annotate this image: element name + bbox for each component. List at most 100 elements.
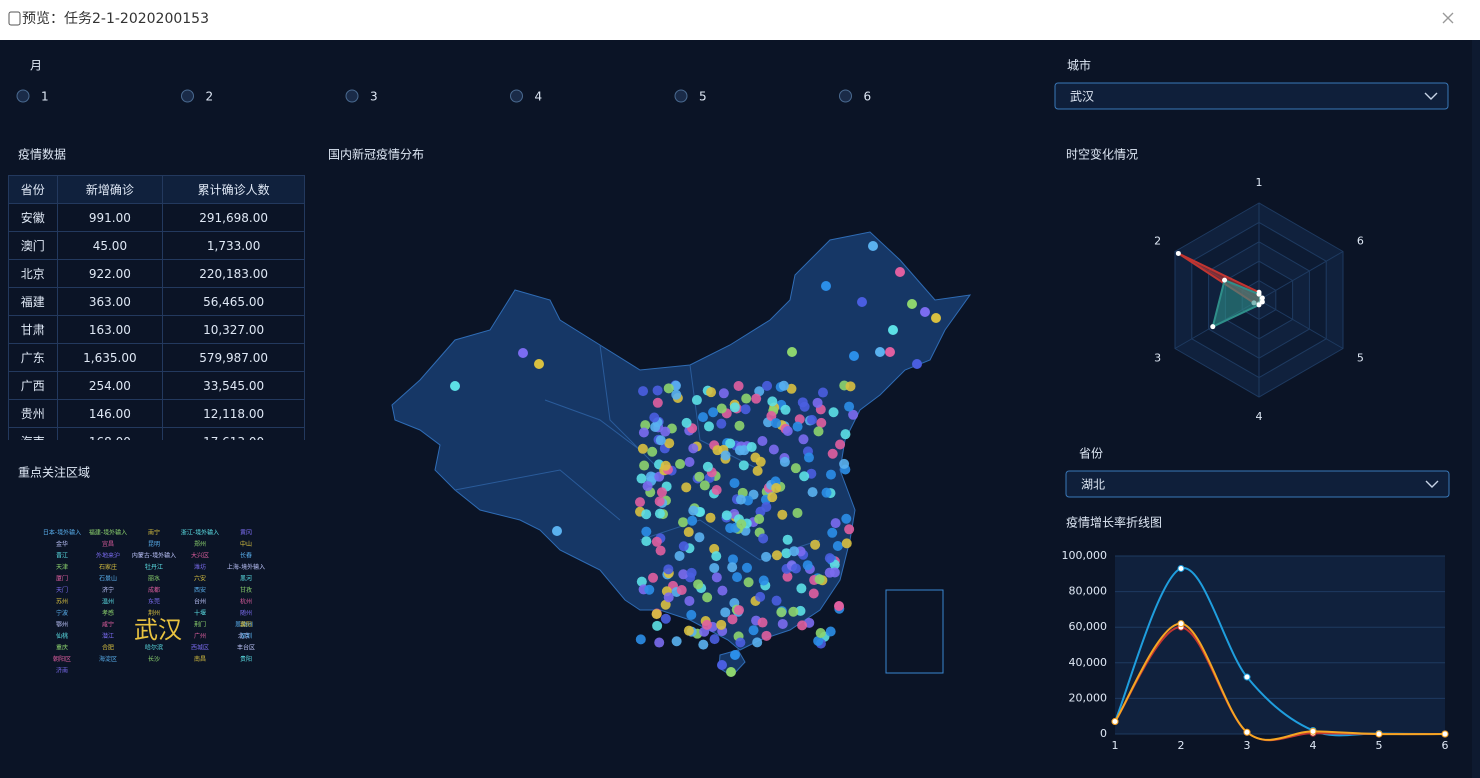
- word: 合肥: [102, 644, 114, 652]
- dropdown-arrow: [1425, 480, 1439, 488]
- map-point: [729, 478, 740, 489]
- map-point: [717, 585, 728, 596]
- table-cell: 北京: [8, 259, 58, 288]
- word: 牡丹江: [145, 563, 163, 571]
- month-radio[interactable]: [345, 89, 359, 103]
- section-title: 月: [30, 59, 42, 73]
- word: 天津: [56, 564, 68, 571]
- map-point: [828, 407, 839, 418]
- table-row: 甘肃 163.00 10,327.00: [8, 315, 305, 344]
- month-radio[interactable]: [181, 89, 194, 103]
- word: 咸宁: [102, 621, 114, 629]
- map-point: [518, 348, 528, 358]
- map-point: [792, 507, 803, 518]
- word: 长沙: [148, 655, 160, 663]
- radar-point: [1259, 295, 1265, 301]
- map-point: [752, 465, 763, 476]
- map-point: [790, 463, 801, 474]
- scrollbar: [1472, 40, 1480, 778]
- word: 石景山: [99, 575, 117, 583]
- map-point: [827, 448, 838, 459]
- line-point: [1177, 620, 1185, 628]
- map-point: [771, 483, 782, 494]
- map-point: [825, 469, 836, 480]
- map-point: [702, 461, 713, 472]
- close-button[interactable]: [1442, 12, 1454, 24]
- map-point: [641, 536, 652, 547]
- map-point: [810, 539, 821, 550]
- word: 大兴区: [191, 552, 209, 560]
- map-point: [766, 410, 777, 421]
- x-tick-label: 6: [1442, 739, 1449, 752]
- map-point: [676, 585, 687, 596]
- month-radio[interactable]: [674, 89, 688, 103]
- map-point: [711, 551, 722, 562]
- month-radio[interactable]: [839, 89, 852, 103]
- dropdown-arrow: [1424, 92, 1438, 100]
- map-point: [748, 625, 759, 636]
- map-point: [799, 401, 810, 412]
- month-radio[interactable]: [16, 89, 30, 103]
- table-cell: 福建: [8, 287, 58, 316]
- map-point: [638, 427, 649, 438]
- map-point: [712, 445, 723, 456]
- word: 济宁: [102, 586, 114, 594]
- chart-title: 时空变化情况: [1066, 147, 1138, 162]
- map-point: [827, 527, 838, 538]
- radar-point: [1256, 302, 1262, 308]
- word: 南宁: [148, 529, 160, 537]
- map-point: [799, 471, 810, 482]
- map-point: [720, 450, 731, 461]
- table-cell: 12,118.00: [162, 399, 305, 428]
- map-point: [702, 592, 713, 603]
- month-radio[interactable]: [510, 89, 523, 103]
- map-point: [802, 560, 813, 571]
- map-point: [778, 380, 789, 391]
- province-select[interactable]: [1065, 470, 1450, 498]
- map-point: [686, 609, 697, 620]
- map-point: [754, 514, 765, 525]
- map-point: [638, 386, 649, 397]
- word: 苏州: [56, 598, 68, 606]
- radar-spoke: [1258, 299, 1344, 349]
- table-cell: 922.00: [56, 259, 164, 288]
- map-point: [829, 567, 840, 578]
- map-point: [701, 619, 712, 630]
- map-point: [711, 484, 722, 495]
- word: 外地来沪: [96, 552, 120, 560]
- word: 福建-境外输入: [89, 529, 127, 537]
- month-option: 3: [370, 90, 378, 104]
- map-point: [757, 436, 768, 447]
- map-point: [733, 605, 744, 616]
- city-select[interactable]: [1054, 82, 1449, 110]
- map-point: [678, 541, 689, 552]
- radar-label: 6: [1357, 235, 1364, 248]
- table-cell: 贵州: [8, 399, 58, 428]
- table-cell: 45.00: [56, 231, 164, 260]
- line-point: [1177, 564, 1185, 572]
- map-points: [450, 241, 941, 677]
- map-point: [649, 412, 660, 423]
- map-point: [664, 438, 675, 449]
- radar-label: 4: [1256, 410, 1263, 423]
- word: 昆明: [148, 541, 160, 548]
- map-point: [767, 396, 778, 407]
- map-point: [752, 637, 763, 648]
- map-point: [840, 429, 851, 440]
- map-point: [711, 572, 722, 583]
- table-cell: 甘肃: [8, 315, 58, 344]
- word: 厦门: [56, 575, 68, 583]
- word: 台州: [194, 598, 206, 606]
- map-point: [660, 426, 671, 437]
- map-point: [681, 482, 692, 493]
- map-point: [825, 626, 836, 637]
- table-cell: 146.00: [56, 399, 164, 428]
- header-cell: 新增确诊: [56, 175, 164, 204]
- word: 浙江-境外输入: [181, 529, 219, 537]
- map-point: [907, 299, 917, 309]
- header-cell: 省份: [8, 175, 58, 204]
- word: 恩施州: [235, 621, 253, 629]
- word: 十堰: [194, 609, 206, 617]
- table-cell: 363.00: [56, 287, 164, 316]
